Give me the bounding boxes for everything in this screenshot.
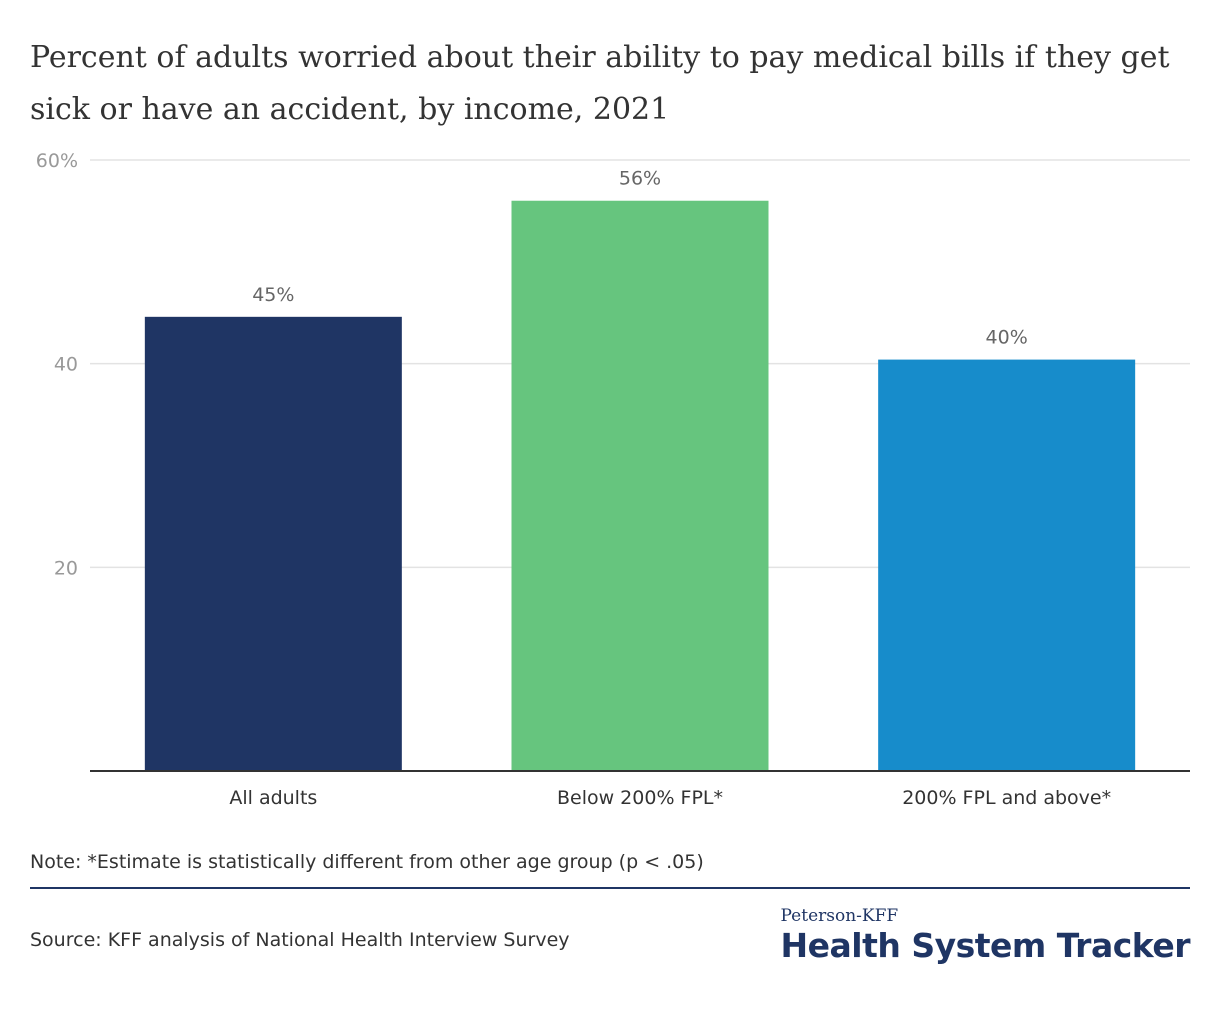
x-tick-label: Below 200% FPL* [557,787,723,809]
y-tick-label: 40 [54,354,78,376]
bar-2 [878,359,1136,771]
bar-1 [511,200,769,771]
brand-logo: Peterson-KFF Health System Tracker [781,906,1191,966]
data-labels: 45% 56% 40% [252,168,1028,349]
x-axis-labels: All adults Below 200% FPL* 200% FPL and ab… [229,787,1111,809]
brand-main-text: Health System Tracker [780,926,1191,965]
chart-source: Source: KFF analysis of National Health … [30,929,570,951]
x-tick-label: All adults [229,787,317,809]
data-label: 40% [986,327,1028,349]
bars [144,200,1136,771]
brand-top-text: Peterson-KFF [780,906,899,926]
bar-chart: 20 40 60% 45% 56% 40% All adults Below 200% F… [36,150,1190,809]
bar-0 [144,316,402,771]
chart-note: Note: *Estimate is statistically differe… [30,851,704,873]
divider [30,887,1190,889]
y-axis-ticks: 20 40 60% [36,150,78,579]
y-tick-label: 20 [54,557,78,579]
y-tick-label: 60% [36,150,78,172]
data-label: 56% [619,168,661,190]
x-tick-label: 200% FPL and above* [902,787,1111,809]
data-label: 45% [252,284,294,306]
chart-title: Percent of adults worried about their ab… [30,40,1170,127]
